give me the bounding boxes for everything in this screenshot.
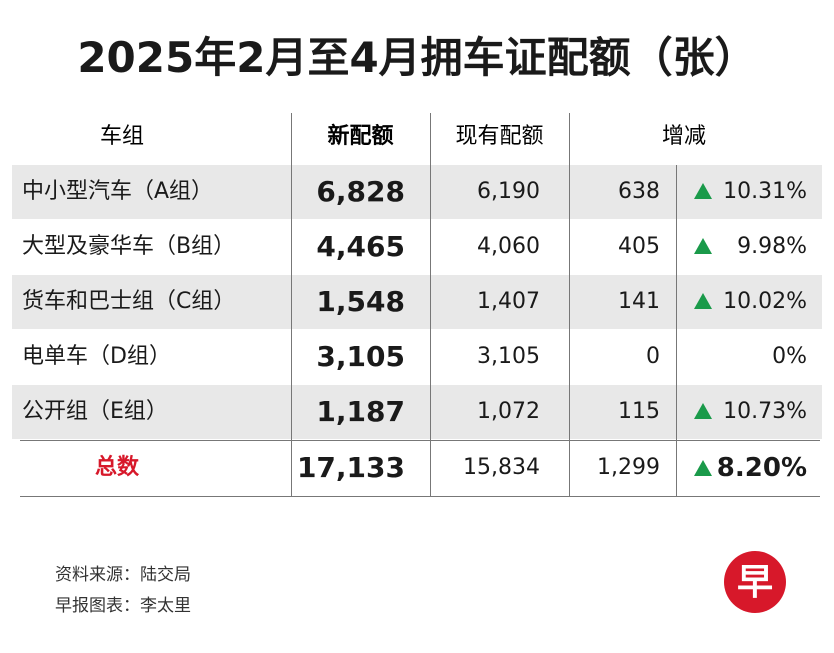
credit: 早报图表：李太里 — [55, 596, 191, 616]
up-arrow — [694, 460, 712, 476]
new-quota: 4,465 — [316, 230, 405, 263]
new-quota: 1,187 — [316, 395, 405, 428]
divider — [20, 496, 820, 497]
change-percent: 0% — [772, 344, 807, 369]
change-percent: 8.20% — [716, 453, 807, 483]
car-group: 大型及豪华车（B组） — [22, 234, 236, 259]
current-quota: 6,190 — [477, 179, 540, 204]
divider — [291, 113, 292, 497]
up-arrow — [694, 403, 712, 419]
header: 车组 — [99, 124, 144, 149]
divider — [676, 165, 677, 497]
up-arrow — [694, 238, 712, 254]
change-percent: 10.02% — [723, 289, 807, 314]
row-shade — [12, 165, 822, 219]
source: 资料来源：陆交局 — [55, 565, 191, 585]
car-group: 公开组（E组） — [22, 399, 168, 424]
current-quota: 15,834 — [463, 455, 540, 480]
change: 638 — [618, 179, 660, 204]
new-quota: 3,105 — [316, 340, 405, 373]
title: 2025年2月至4月拥车证配额（张） — [77, 33, 757, 82]
current-quota: 1,072 — [477, 399, 540, 424]
car-group: 电单车（D组） — [22, 344, 171, 369]
new-quota: 17,133 — [296, 451, 405, 484]
change: 405 — [618, 234, 660, 259]
up-arrow — [694, 293, 712, 309]
divider — [569, 113, 570, 497]
divider — [20, 440, 820, 441]
up-arrow — [694, 183, 712, 199]
header: 增减 — [661, 124, 706, 149]
change-percent: 10.73% — [723, 399, 807, 424]
change: 115 — [618, 399, 660, 424]
car-group: 货车和巴士组（C组） — [22, 289, 236, 314]
current-quota: 3,105 — [477, 344, 540, 369]
row-shade — [12, 275, 822, 329]
change-percent: 10.31% — [723, 179, 807, 204]
logo-circle — [724, 551, 786, 613]
header: 新配额 — [327, 124, 394, 149]
car-group: 总数 — [94, 455, 139, 480]
row-shade — [12, 385, 822, 439]
header: 现有配额 — [455, 124, 544, 149]
divider — [430, 113, 431, 497]
change: 141 — [618, 289, 660, 314]
change: 1,299 — [597, 455, 660, 480]
change-percent: 9.98% — [737, 234, 807, 259]
current-quota: 1,407 — [477, 289, 540, 314]
current-quota: 4,060 — [477, 234, 540, 259]
logo: 早 — [737, 562, 773, 603]
change: 0 — [646, 344, 660, 369]
car-group: 中小型汽车（A组） — [22, 179, 214, 204]
new-quota: 6,828 — [316, 175, 405, 208]
new-quota: 1,548 — [316, 285, 405, 318]
